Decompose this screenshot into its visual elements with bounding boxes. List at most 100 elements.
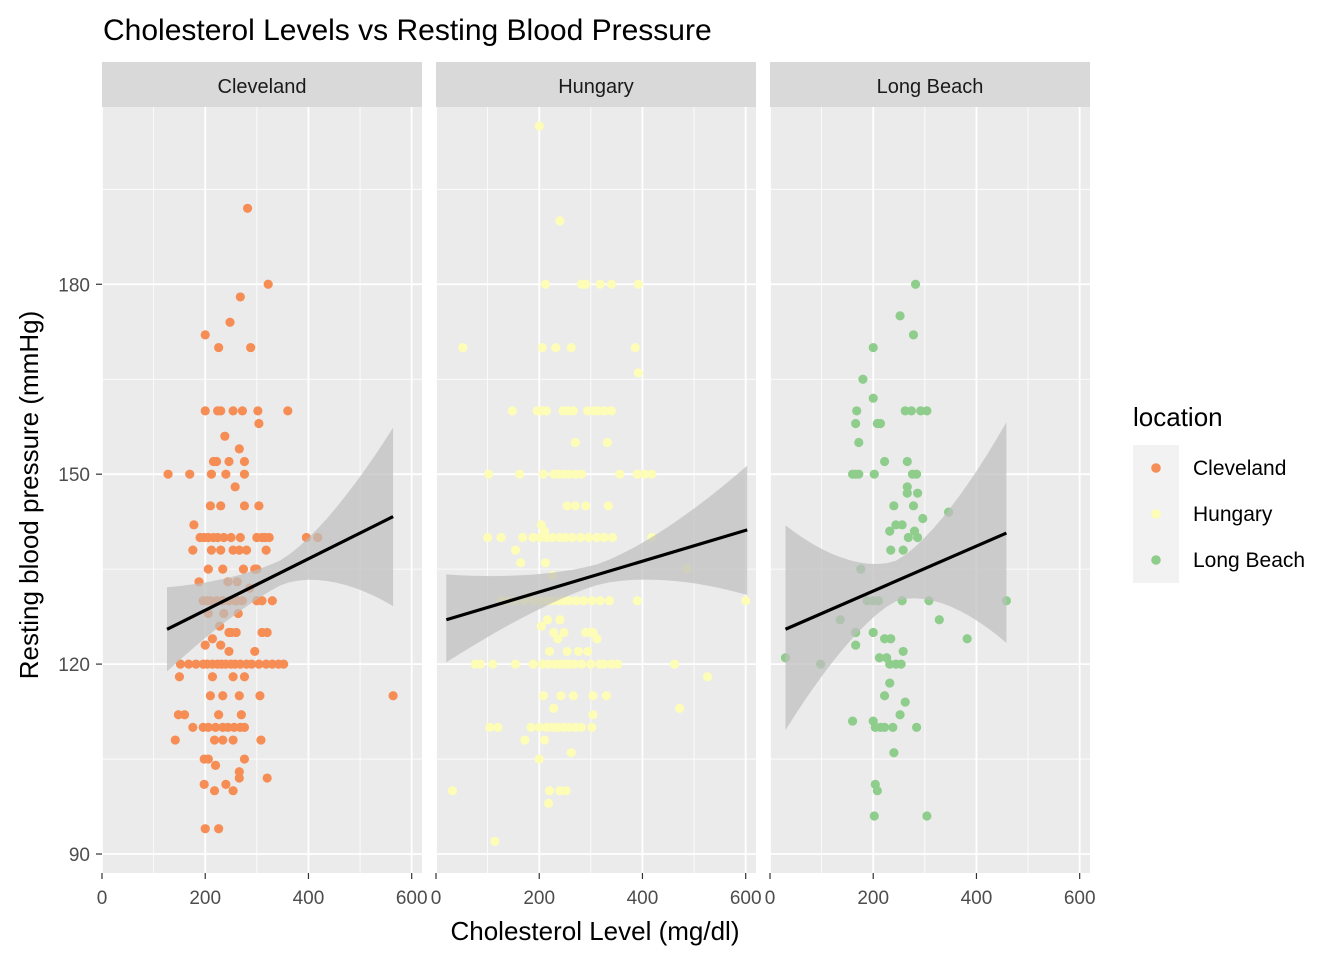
data-point (528, 659, 538, 669)
legend: location Cleveland Hungary Long Beach (1133, 402, 1305, 583)
data-point (615, 469, 625, 479)
data-point (566, 748, 576, 758)
data-point (592, 532, 602, 543)
data-point (962, 634, 972, 644)
chart-title: Cholesterol Levels vs Resting Blood Pres… (103, 14, 712, 47)
data-point (581, 279, 591, 289)
data-point (889, 748, 899, 758)
data-point (216, 501, 226, 511)
data-point (902, 488, 912, 498)
data-point (203, 722, 213, 732)
data-point (211, 456, 222, 467)
data-point (239, 501, 250, 511)
data-point (587, 722, 597, 732)
data-point (189, 520, 199, 530)
data-point (551, 342, 561, 353)
data-point (236, 710, 246, 720)
data-point (897, 520, 907, 530)
data-point (571, 596, 581, 606)
data-point (234, 444, 244, 454)
confidence-ribbon (785, 422, 1007, 731)
fit-line (166, 515, 394, 631)
data-point (595, 596, 605, 606)
data-point (885, 678, 895, 688)
data-point (886, 545, 896, 555)
x-tick-label: 200 (857, 888, 889, 909)
data-point (587, 596, 597, 606)
data-point (603, 501, 613, 511)
data-point (562, 646, 572, 657)
x-tick-label: 0 (431, 888, 442, 909)
data-point (200, 406, 210, 416)
data-point (516, 558, 526, 568)
legend-label: Cleveland (1193, 457, 1286, 480)
data-point (388, 691, 398, 701)
x-tick-label: 0 (765, 888, 776, 909)
data-point (488, 659, 498, 669)
data-point (592, 634, 602, 644)
x-tick-label: 400 (627, 888, 659, 909)
x-axes: 0 200 400 600 0 200 400 600 0 200 400 600 (97, 873, 1096, 909)
data-point (279, 659, 289, 669)
data-point (879, 722, 890, 732)
x-tick-label: 200 (189, 888, 221, 909)
facet-panels: Cleveland Hungary Long Beach (101, 62, 1090, 873)
x-tick-label: 400 (961, 888, 993, 909)
data-point (263, 279, 273, 289)
data-point (902, 456, 912, 467)
data-point (595, 279, 605, 289)
data-point (639, 469, 650, 479)
data-point (199, 779, 209, 789)
data-point (262, 627, 272, 638)
data-point (851, 418, 861, 429)
legend-title: location (1133, 402, 1223, 432)
data-point (647, 469, 657, 479)
data-point (543, 798, 554, 808)
data-point (566, 342, 576, 353)
data-point (607, 532, 618, 543)
data-point (188, 722, 198, 732)
data-point (549, 703, 559, 714)
data-point (854, 437, 864, 448)
data-point (538, 469, 548, 479)
data-point (913, 532, 923, 543)
data-point (228, 406, 238, 416)
data-point (242, 203, 253, 213)
data-point (239, 672, 250, 682)
data-point (575, 532, 586, 543)
data-point (534, 121, 544, 131)
data-point (170, 735, 180, 745)
data-point (174, 672, 185, 682)
data-point (515, 469, 525, 479)
gridlines (101, 107, 422, 873)
data-point (632, 596, 642, 606)
data-point (225, 317, 235, 327)
data-point (539, 735, 549, 745)
data-point (561, 786, 571, 796)
data-point (868, 627, 878, 638)
data-point (220, 431, 230, 441)
data-point (868, 342, 878, 353)
data-point (239, 469, 250, 479)
data-point (570, 437, 580, 448)
data-point (576, 659, 587, 669)
data-point (632, 469, 642, 479)
data-point (599, 532, 609, 543)
panel-hungary: Hungary (435, 62, 756, 873)
x-tick-label: 200 (523, 888, 555, 909)
data-point (510, 545, 521, 555)
data-point (228, 735, 238, 745)
y-axis: 90 120 150 180 (58, 275, 102, 866)
y-tick-label: 120 (58, 655, 90, 676)
data-point (588, 691, 598, 701)
data-point (246, 342, 256, 353)
data-point (541, 406, 552, 416)
y-tick-label: 150 (58, 465, 90, 486)
data-point (210, 722, 221, 732)
data-point (216, 406, 226, 416)
data-point (218, 735, 228, 745)
data-point (562, 501, 572, 511)
strip-label: Long Beach (877, 76, 984, 98)
data-point (534, 754, 544, 764)
data-point (234, 691, 244, 701)
